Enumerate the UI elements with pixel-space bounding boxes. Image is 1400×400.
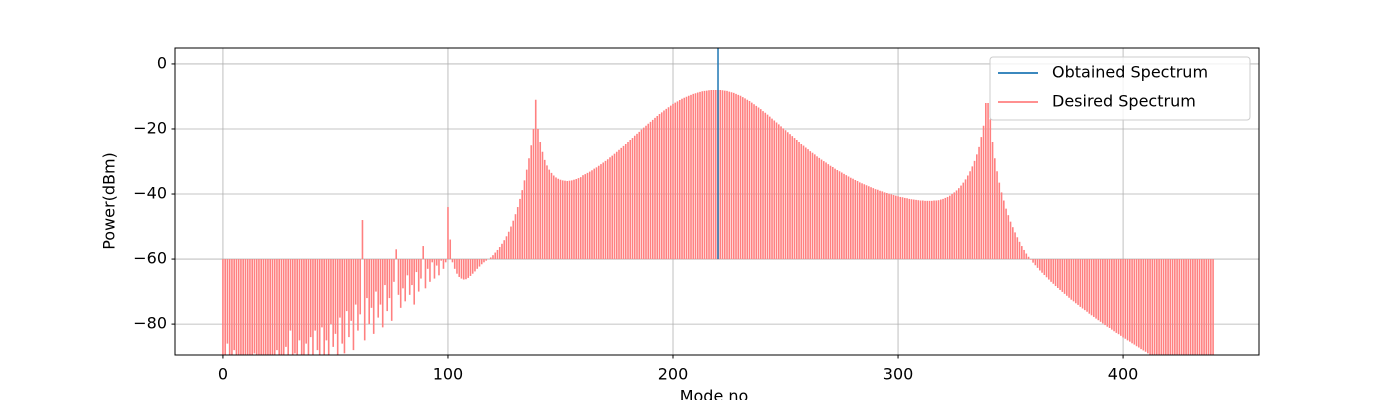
axes-frame [174,47,1260,356]
x-axis-label: Mode no [680,387,749,400]
x-tick-label: 0 [218,365,228,384]
y-tick-label: −40 [133,184,167,203]
plot-area [222,48,1214,355]
legend-label: Obtained Spectrum [1052,63,1208,82]
y-tick-label: 0 [157,53,167,72]
y-tick-label: −60 [133,249,167,268]
y-tick-label: −80 [133,314,167,333]
legend: Obtained Spectrum Desired Spectrum [989,56,1251,121]
x-tick-label: 100 [433,365,464,384]
legend-box [989,56,1251,121]
y-tick-label: −20 [133,118,167,137]
y-axis-label: Power(dBm) [100,152,119,250]
axes: −80 −60 −40 −20 0 0 100 200 300 400 [133,53,1138,383]
legend-label: Desired Spectrum [1052,92,1196,111]
x-tick-label: 400 [1108,365,1139,384]
x-tick-label: 300 [883,365,914,384]
x-tick-label: 200 [658,365,689,384]
